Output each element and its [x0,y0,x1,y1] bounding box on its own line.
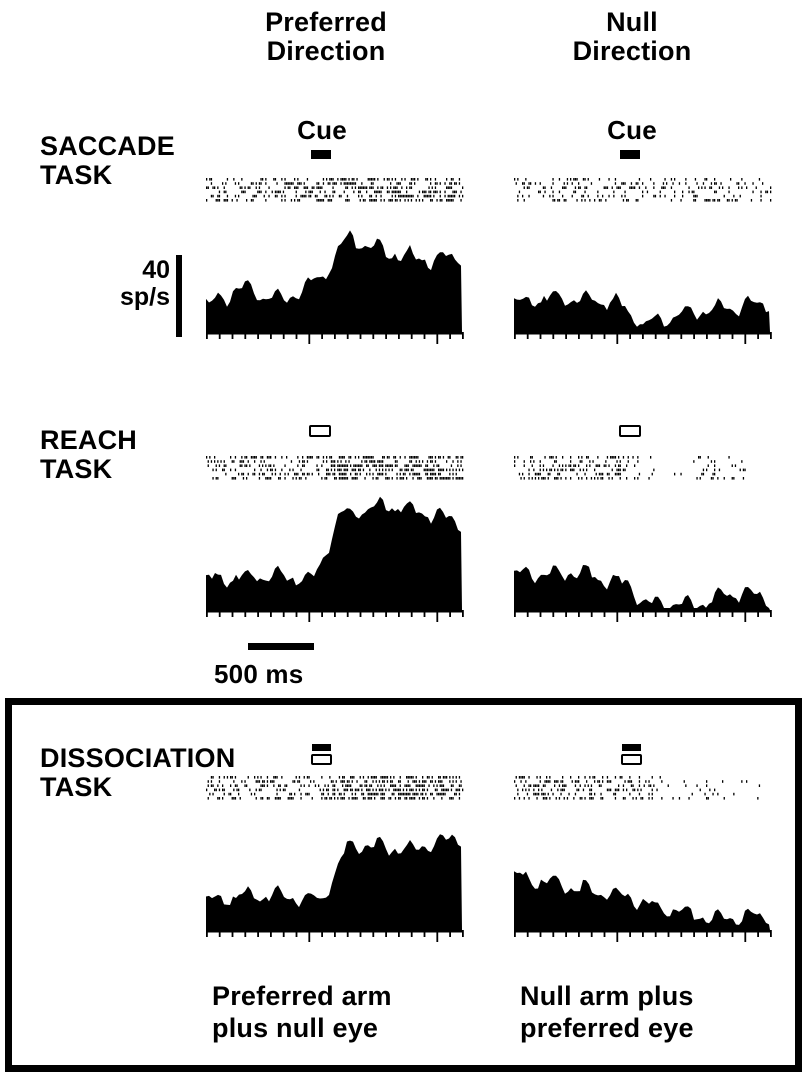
saccade-null-panel [514,178,772,344]
cue-label-preferred: Cue [297,115,347,145]
arm-cue-box-reach-preferred [309,425,331,437]
eye-cue-bar-saccade-preferred [311,150,331,159]
rate-scale-value: 40 [142,256,170,284]
arm-cue-box-reach-null [619,425,641,437]
saccade-task-label: SACCADE TASK [40,131,175,190]
rate-scale-bar [176,255,182,337]
dissociation-preferred-panel [206,776,464,942]
caption-preferred-arm-null-eye: Preferred arm plus null eye [212,981,392,1043]
time-scale-label: 500 ms [214,659,304,689]
header-preferred-direction: Preferred Direction [265,7,387,66]
cue-label-null: Cue [607,115,657,145]
eye-cue-bar-dissociation-null [622,744,641,751]
rate-scale-unit: sp/s [119,283,170,311]
dissociation-highlight-frame [5,698,802,1072]
reach-preferred-panel [206,456,464,622]
eye-cue-bar-saccade-null [620,150,640,159]
arm-cue-box-dissociation-preferred [311,754,332,765]
eye-cue-bar-dissociation-preferred [312,744,331,751]
time-scale-bar [248,643,314,650]
reach-task-label: REACH TASK [40,425,138,484]
saccade-preferred-panel [206,178,464,344]
header-null-direction: Null Direction [572,7,692,66]
caption-null-arm-preferred-eye: Null arm plus preferred eye [520,981,694,1043]
arm-cue-box-dissociation-null [621,754,642,765]
reach-null-panel [514,456,772,622]
dissociation-task-label: DISSOCIATION TASK [40,743,236,802]
dissociation-null-panel [514,776,772,942]
